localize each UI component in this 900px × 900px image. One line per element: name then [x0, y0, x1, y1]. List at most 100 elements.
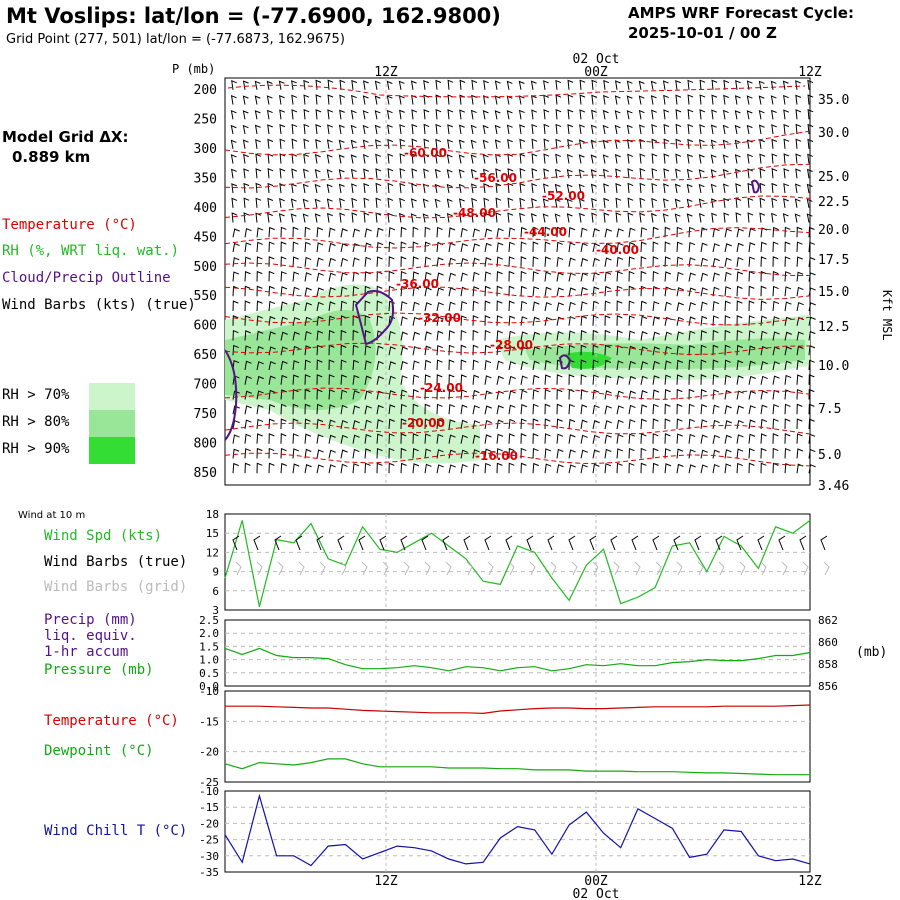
wind-barb [532, 462, 539, 474]
wind-barb [578, 154, 585, 164]
wind-barb [688, 464, 696, 474]
wind-barb [568, 316, 576, 326]
rh-shaded-region [565, 351, 612, 369]
wind-barb [639, 124, 645, 135]
wind-barb-true [463, 535, 471, 551]
wind-barb [268, 241, 275, 253]
wind-barb [484, 300, 491, 312]
wind-barb [280, 346, 288, 356]
wind-barb [592, 344, 599, 356]
wind-barb [748, 375, 756, 385]
wind-barb [724, 228, 732, 238]
wind-barb [772, 226, 779, 238]
wind-barb [387, 182, 394, 194]
wind-barb [362, 153, 369, 164]
wind-barb [542, 213, 549, 223]
wind-barb [710, 183, 717, 194]
pressure-right-tick: 856 [818, 680, 838, 693]
wind-barb [231, 80, 237, 90]
wind-barb [710, 169, 717, 179]
wind-barb [544, 388, 551, 400]
wind-barb [604, 463, 612, 474]
wind-barb [580, 315, 588, 326]
wind-barb [376, 227, 384, 238]
wind-barb [484, 462, 491, 474]
cloud-outline [558, 354, 572, 370]
wind-barb [712, 463, 720, 474]
wind-barb [651, 109, 657, 120]
pressure-tick: 750 [194, 407, 217, 422]
wind-barb [494, 95, 501, 105]
wind-barb [748, 242, 756, 253]
wind-barb [638, 95, 645, 105]
wind-barb [410, 198, 417, 208]
wind-barb [700, 301, 708, 312]
wind-barb [652, 256, 659, 267]
wind-barb [374, 124, 381, 135]
wind-barb [398, 80, 405, 90]
temperature-contour-label: -60.00 [404, 146, 447, 160]
wind-chill-panel-frame [224, 790, 811, 873]
wind-barb [640, 331, 648, 341]
wind-barb [411, 94, 417, 105]
wind-barb [280, 462, 287, 474]
wind-barb [386, 95, 393, 105]
wind-barb [292, 374, 299, 385]
wind-barb [304, 316, 312, 326]
wind-barb [688, 272, 696, 282]
wind-barb [362, 124, 369, 135]
wind-speed-tick: 9 [212, 566, 219, 579]
wind-barb [376, 360, 384, 371]
wind-barb [494, 80, 501, 90]
wind-barb [471, 79, 478, 90]
wind-barb [592, 420, 600, 430]
wind-barb [388, 433, 395, 444]
wind-barb [808, 226, 815, 238]
wind-barb [808, 241, 815, 253]
wind-barb [291, 138, 298, 149]
wind-barb [662, 80, 669, 90]
wind-barb [520, 433, 527, 444]
wind-barb [652, 316, 660, 326]
wind-barb-true [757, 535, 765, 551]
wind-barb [796, 316, 804, 326]
wind-barb [508, 241, 515, 253]
wind-barb [232, 448, 240, 459]
wind-barb [699, 94, 706, 105]
wind-barb [592, 315, 599, 326]
wind-barb [700, 242, 708, 253]
wind-barb [603, 197, 610, 208]
wind-barb [472, 243, 480, 253]
wind-barb [604, 257, 612, 267]
wind-speed-legend: Wind Spd (kts) [44, 528, 163, 544]
wind-barb [724, 405, 732, 415]
wind-barb [388, 241, 395, 253]
wind-barb [280, 447, 287, 459]
wind-barb [399, 109, 405, 120]
wind-barb [688, 374, 695, 385]
wind-barb [663, 138, 670, 149]
wind-barb [579, 212, 585, 223]
wind-barb [544, 271, 552, 282]
wind-barb [328, 272, 336, 282]
wind-barb [760, 418, 768, 430]
wind-barb [640, 447, 647, 459]
wind-barb [532, 286, 540, 297]
wind-barb [784, 301, 792, 312]
wind-barb [364, 242, 372, 253]
wind-barb [771, 182, 778, 194]
wind-barb [448, 359, 455, 370]
wind-barb [292, 301, 300, 312]
wind-barb [640, 315, 648, 326]
wind-barb [675, 153, 682, 164]
wind-barb [268, 300, 276, 312]
wind-barb [364, 300, 371, 312]
wind-barb [304, 433, 312, 444]
wind-barb [340, 404, 348, 415]
wind-barb [328, 301, 336, 312]
wind-barb [424, 271, 432, 282]
wind-barb [496, 390, 504, 400]
wind-barb [484, 285, 491, 297]
wind-barb [806, 183, 813, 194]
wind-barb [340, 300, 348, 312]
